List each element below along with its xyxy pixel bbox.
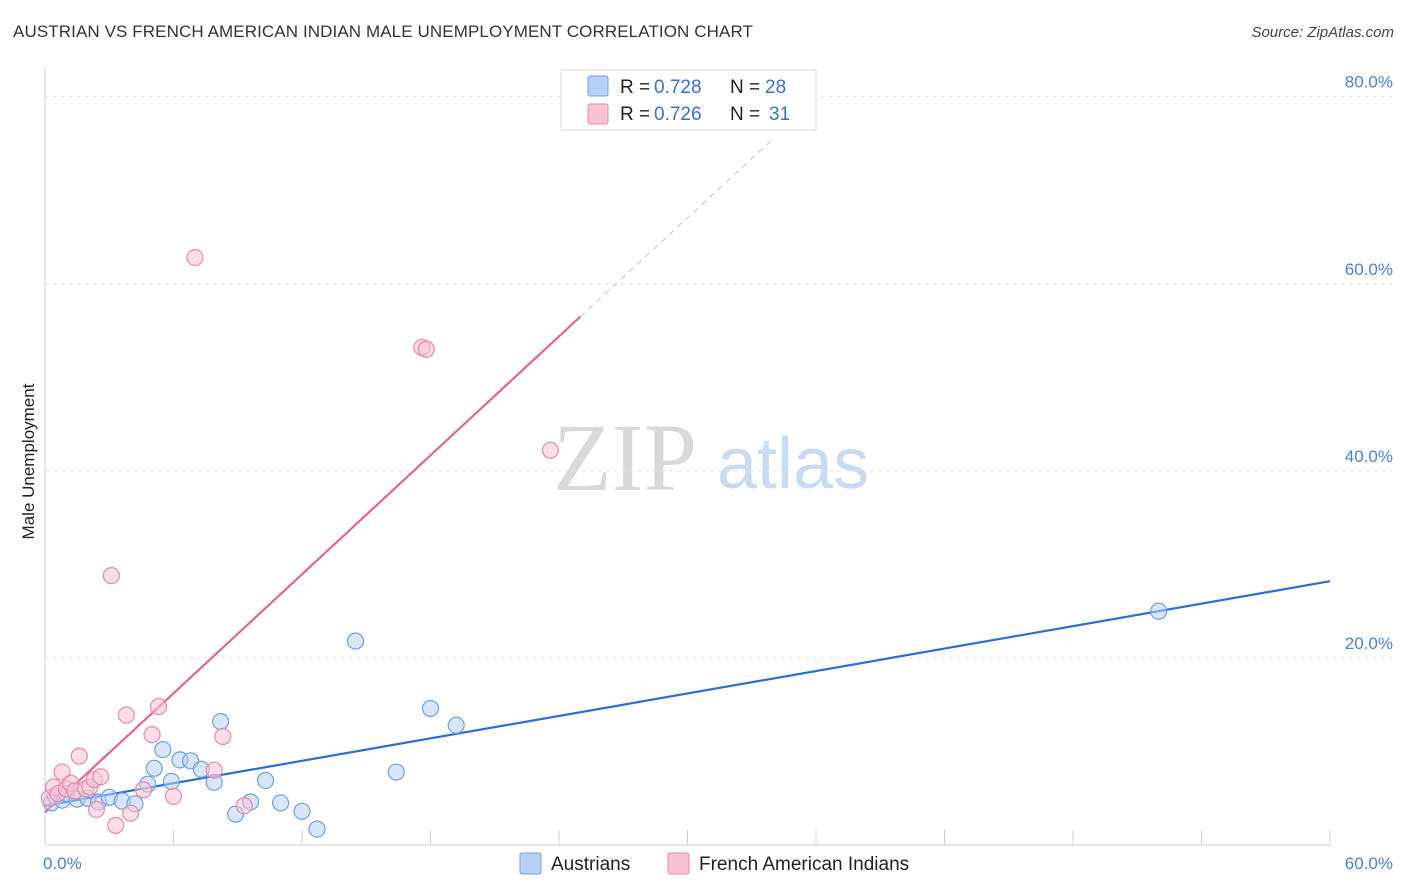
point-french-american-indians-7 bbox=[70, 747, 88, 765]
legend-r-value-french-american-indians: 0.726 bbox=[654, 104, 702, 125]
x-tick-label-1: 60.0% bbox=[1345, 854, 1393, 873]
point-austrians-13 bbox=[162, 772, 180, 790]
y-tick-label-0: 20.0% bbox=[1345, 634, 1393, 653]
legend-bottom-swatch-french-american-indians bbox=[667, 852, 690, 875]
x-tick-label-0: 0.0% bbox=[43, 854, 82, 873]
y-tick-label-2: 60.0% bbox=[1345, 260, 1393, 279]
legend-series: Austrians French American Indians bbox=[519, 852, 909, 875]
point-french-american-indians-17 bbox=[134, 781, 153, 799]
grid bbox=[45, 96, 1392, 659]
point-austrians-24 bbox=[308, 820, 326, 838]
legend-n-label-austrians: N = bbox=[730, 77, 760, 98]
point-french-american-indians-12 bbox=[92, 768, 110, 786]
point-austrians-12 bbox=[154, 740, 172, 759]
point-austrians-18 bbox=[212, 712, 230, 731]
point-french-american-indians-22 bbox=[205, 761, 223, 779]
point-austrians-27 bbox=[421, 699, 440, 718]
point-austrians-25 bbox=[346, 632, 365, 650]
legend-swatch-austrians bbox=[587, 75, 609, 97]
legend-r-value-austrians: 0.728 bbox=[654, 77, 702, 98]
legend-swatch-french-american-indians bbox=[587, 103, 609, 125]
legend-stats: R = 0.728 N = 28 R = 0.726 N = 31 bbox=[560, 69, 817, 131]
tick-labels: 20.0% 40.0% 60.0% 80.0% 0.0% 60.0% bbox=[43, 73, 1393, 873]
y-axis-title: Male Unemployment bbox=[19, 383, 38, 539]
point-french-american-indians-21 bbox=[186, 248, 204, 267]
point-french-american-indians-16 bbox=[122, 804, 140, 822]
point-austrians-23 bbox=[293, 802, 311, 820]
point-french-american-indians-26 bbox=[417, 340, 435, 358]
point-french-american-indians-19 bbox=[149, 697, 168, 716]
legend-r-label-austrians: R = bbox=[620, 77, 650, 98]
point-austrians-29 bbox=[1150, 602, 1168, 620]
y-tick-label-3: 80.0% bbox=[1345, 73, 1393, 92]
legend-n-value-french-american-indians: 31 bbox=[769, 104, 790, 125]
point-austrians-21 bbox=[256, 771, 275, 790]
point-french-american-indians-24 bbox=[235, 797, 253, 815]
point-french-american-indians-23 bbox=[214, 727, 232, 746]
point-french-american-indians-11 bbox=[87, 800, 106, 819]
trend-lines bbox=[44, 138, 1331, 814]
watermark-zip: ZIP bbox=[553, 404, 697, 511]
point-austrians-11 bbox=[145, 759, 163, 777]
legend-bottom-label-austrians: Austrians bbox=[551, 854, 630, 875]
legend-bottom-label-french-american-indians: French American Indians bbox=[699, 854, 909, 875]
source-credit: Source: ZipAtlas.com bbox=[1251, 24, 1394, 41]
trend-extension-french-american-indians bbox=[580, 138, 774, 317]
point-french-american-indians-27 bbox=[541, 441, 560, 459]
y-tick-label-1: 40.0% bbox=[1345, 447, 1393, 466]
legend-n-label-french-american-indians: N = bbox=[730, 104, 760, 125]
chart-title: AUSTRIAN VS FRENCH AMERICAN INDIAN MALE … bbox=[13, 22, 753, 41]
point-french-american-indians-18 bbox=[143, 726, 161, 744]
point-french-american-indians-20 bbox=[164, 787, 183, 805]
point-austrians-26 bbox=[387, 763, 405, 781]
watermark: ZIP atlas bbox=[553, 404, 869, 511]
trend-line-french-american-indians bbox=[44, 315, 582, 814]
legend-r-label-french-american-indians: R = bbox=[620, 104, 650, 125]
legend-bottom-swatch-austrians bbox=[519, 852, 542, 875]
legend-n-value-austrians: 28 bbox=[765, 77, 786, 98]
watermark-atlas: atlas bbox=[717, 424, 869, 504]
data-points bbox=[40, 248, 1168, 838]
point-austrians-22 bbox=[271, 794, 290, 812]
point-french-american-indians-13 bbox=[102, 567, 120, 585]
point-french-american-indians-14 bbox=[107, 816, 125, 834]
trend-line-austrians bbox=[44, 580, 1331, 807]
point-french-american-indians-15 bbox=[117, 706, 135, 724]
axes bbox=[44, 68, 1331, 846]
point-austrians-28 bbox=[447, 716, 465, 734]
